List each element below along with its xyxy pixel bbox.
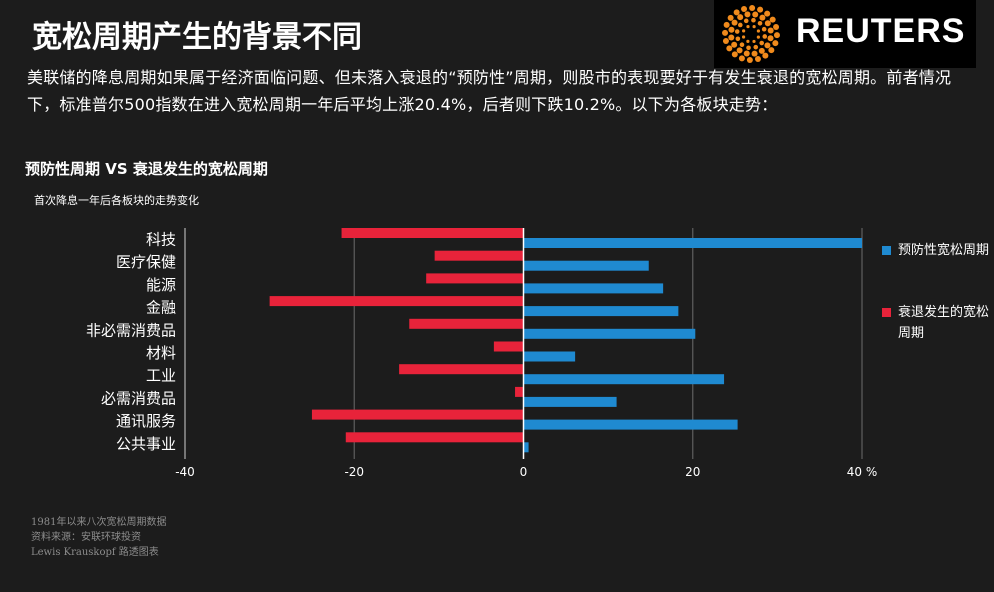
note-line-credit: Lewis Krauskopf 路透图表 <box>31 547 159 558</box>
reuters-logo: REUTERS <box>714 0 976 68</box>
legend-swatch-preventive <box>882 246 891 255</box>
legend-item-recession: 衰退发生的宽松周期 <box>882 302 992 344</box>
legend-label-preventive: 预防性宽松周期 <box>898 243 990 258</box>
category-label: 材料 <box>146 344 176 362</box>
intro-text: 美联储的降息周期如果属于经济面临问题、但未落入衰退的“预防性”周期，则股市的表现… <box>27 68 952 114</box>
bar-preventive <box>523 283 664 294</box>
note-line-data: 1981年以来八次宽松周期数据 <box>31 517 167 528</box>
bar-preventive <box>523 351 576 362</box>
bar-preventive <box>523 238 862 248</box>
bar-preventive <box>523 419 738 430</box>
category-label: 非必需消费品 <box>86 321 176 339</box>
category-label: 公共事业 <box>116 435 176 453</box>
bar-recession <box>515 386 524 397</box>
x-tick-label: 20 <box>685 465 700 479</box>
bar-recession <box>311 409 524 420</box>
note-line-source: 资料来源：安联环球投资 <box>31 532 141 543</box>
legend-label-recession: 衰退发生的宽松周期 <box>898 305 990 341</box>
bar-recession <box>493 341 524 352</box>
reuters-logo-dots-icon <box>722 5 780 63</box>
x-tick-label: 0 <box>520 465 528 479</box>
chart-title: 预防性周期 VS 衰退发生的宽松周期 <box>25 160 268 178</box>
reuters-logo-text: REUTERS <box>796 12 966 50</box>
bar-recession <box>434 250 524 261</box>
chart-notes: 1981年以来八次宽松周期数据 资料来源：安联环球投资 Lewis Krausk… <box>31 515 166 560</box>
category-label: 科技 <box>146 231 176 249</box>
category-label: 医疗保健 <box>116 253 176 271</box>
x-tick-label: 40 % <box>847 465 878 479</box>
category-label: 必需消费品 <box>101 389 176 407</box>
headline: 宽松周期产生的背景不同 <box>32 20 362 55</box>
x-tick-label: -20 <box>344 465 364 479</box>
bar-preventive <box>523 260 649 271</box>
bar-preventive <box>523 442 529 453</box>
bar-preventive <box>523 306 679 317</box>
bar-recession <box>399 364 524 375</box>
bar-preventive <box>523 328 696 339</box>
bar-recession <box>409 318 524 329</box>
category-label: 通讯服务 <box>116 412 176 430</box>
category-label: 能源 <box>146 276 176 294</box>
bar-preventive <box>523 374 725 385</box>
chart-subtitle: 首次降息一年后各板块的走势变化 <box>34 194 199 207</box>
legend-swatch-recession <box>882 308 891 317</box>
bar-recession <box>426 273 524 284</box>
bar-recession <box>345 432 524 443</box>
bar-recession <box>341 228 524 238</box>
legend-item-preventive: 预防性宽松周期 <box>882 240 992 261</box>
category-label: 工业 <box>146 367 176 385</box>
bar-recession <box>269 296 524 307</box>
category-label: 金融 <box>146 299 176 317</box>
x-tick-label: -40 <box>175 465 195 479</box>
bar-preventive <box>523 396 617 407</box>
